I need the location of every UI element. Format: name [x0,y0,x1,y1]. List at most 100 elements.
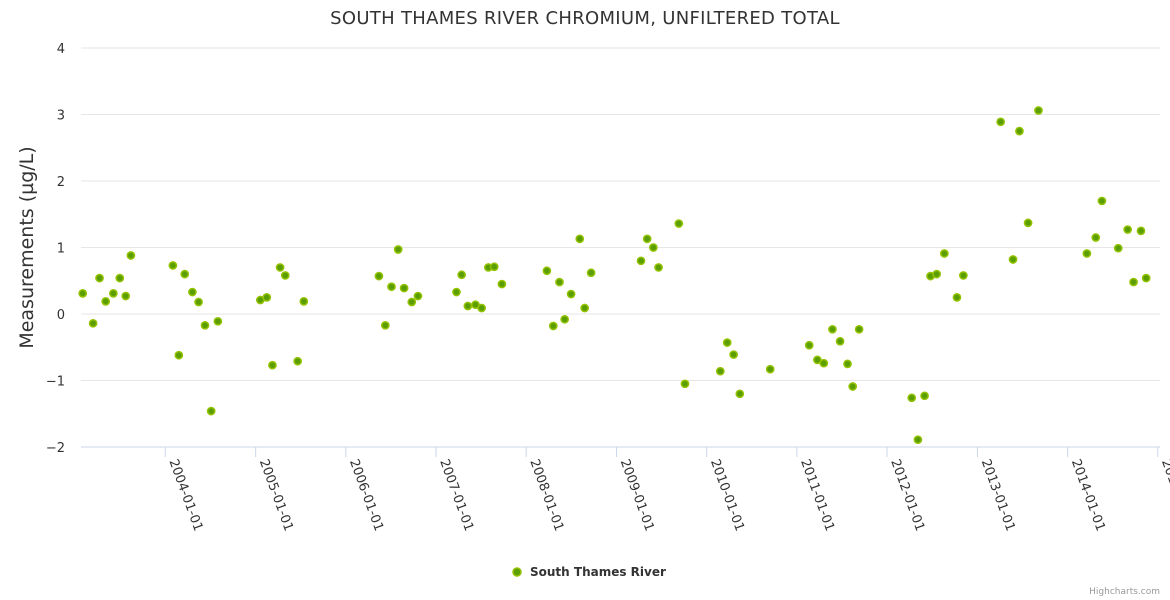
data-point[interactable] [188,287,197,297]
data-point[interactable] [477,303,487,313]
data-point[interactable] [1034,106,1043,115]
legend[interactable]: South Thames River [512,565,666,579]
data-point[interactable] [654,263,663,272]
data-point[interactable] [109,289,118,298]
y-tick-label: 1 [57,242,65,257]
data-point[interactable] [566,289,576,299]
data-point[interactable] [78,289,88,298]
data-point[interactable] [452,287,461,297]
y-tick-label: 4 [57,42,65,57]
data-point[interactable] [996,117,1006,127]
data-point[interactable] [280,271,290,280]
data-point[interactable] [813,355,822,365]
x-axis: 2004-01-01 2005-01-01 2006-01-01 2007-01-01… [81,446,1170,533]
x-tick-label: 2009-01-01 [617,457,657,533]
data-point[interactable] [854,324,864,334]
data-point[interactable] [489,262,499,272]
data-point[interactable] [848,382,858,391]
data-point[interactable] [413,291,423,301]
legend-label[interactable]: South Thames River [530,565,666,579]
data-point[interactable] [374,271,384,281]
data-point[interactable] [407,297,417,307]
data-point[interactable] [804,340,814,350]
data-point[interactable] [542,266,552,276]
gridlines [81,47,1160,381]
data-point[interactable] [206,406,216,416]
data-point[interactable] [299,297,309,306]
data-point[interactable] [380,320,390,330]
x-tick-label: 2011-01-01 [797,457,837,533]
data-point[interactable] [932,269,942,279]
data-point[interactable] [95,273,104,283]
data-point[interactable] [275,263,285,272]
y-tick-label: 3 [57,109,65,124]
data-point[interactable] [939,249,949,258]
data-point[interactable] [268,360,277,370]
data-point[interactable] [680,379,690,389]
data-point[interactable] [457,270,467,280]
data-point[interactable] [1129,277,1138,287]
data-point[interactable] [463,301,473,311]
data-point[interactable] [580,303,590,313]
data-point[interactable] [1123,225,1132,234]
data-point[interactable] [497,279,507,289]
data-point[interactable] [121,291,131,301]
data-point[interactable] [649,243,658,252]
y-axis-ticks: 4 3 2 1 0 −1 −2 [46,42,65,456]
data-point[interactable] [575,234,585,244]
data-point[interactable] [913,435,923,445]
data-point[interactable] [1113,243,1123,253]
data-point[interactable] [907,393,917,403]
data-point[interactable] [1097,196,1107,206]
data-point[interactable] [715,366,725,376]
data-point[interactable] [722,338,732,347]
data-point[interactable] [200,320,210,330]
series-south-thames-river[interactable] [78,106,1151,445]
data-point[interactable] [174,350,184,360]
data-point[interactable] [959,271,968,280]
data-point[interactable] [920,391,929,401]
data-point[interactable] [843,359,852,369]
data-point[interactable] [828,324,837,334]
y-tick-label: −2 [46,441,65,456]
data-point[interactable] [735,389,745,399]
x-tick-label: 2005-01-01 [256,457,296,533]
data-point[interactable] [1141,273,1151,283]
data-point[interactable] [548,321,558,331]
data-point[interactable] [1091,233,1101,242]
x-tick-label: 2007-01-01 [436,457,476,533]
data-point[interactable] [1136,226,1146,236]
data-point[interactable] [101,297,111,306]
data-point[interactable] [674,219,684,228]
data-point[interactable] [555,277,564,287]
data-point[interactable] [126,251,136,260]
data-point[interactable] [293,356,302,366]
data-point[interactable] [399,283,409,293]
data-point[interactable] [729,350,738,359]
x-tick-label: 2015-01-01 [1158,457,1170,533]
data-point[interactable] [115,273,125,283]
data-point[interactable] [213,316,223,326]
data-point[interactable] [88,318,98,328]
legend-marker-icon [512,567,522,577]
data-point[interactable] [1008,255,1018,264]
credits-link[interactable]: Highcharts.com [1089,587,1160,597]
data-point[interactable] [765,364,775,374]
data-point[interactable] [560,314,570,324]
data-point[interactable] [636,256,646,266]
data-point[interactable] [586,268,596,278]
data-point[interactable] [819,358,829,368]
data-point[interactable] [1082,249,1092,258]
y-tick-label: 0 [57,308,65,323]
data-point[interactable] [194,297,203,307]
data-point[interactable] [387,282,396,292]
data-point[interactable] [168,261,178,270]
data-point[interactable] [393,245,403,254]
data-point[interactable] [180,269,190,279]
data-point[interactable] [1023,218,1033,228]
data-point[interactable] [835,336,845,346]
data-point[interactable] [1015,126,1024,136]
data-point[interactable] [262,293,272,302]
data-point[interactable] [952,293,962,302]
data-point[interactable] [642,234,652,244]
